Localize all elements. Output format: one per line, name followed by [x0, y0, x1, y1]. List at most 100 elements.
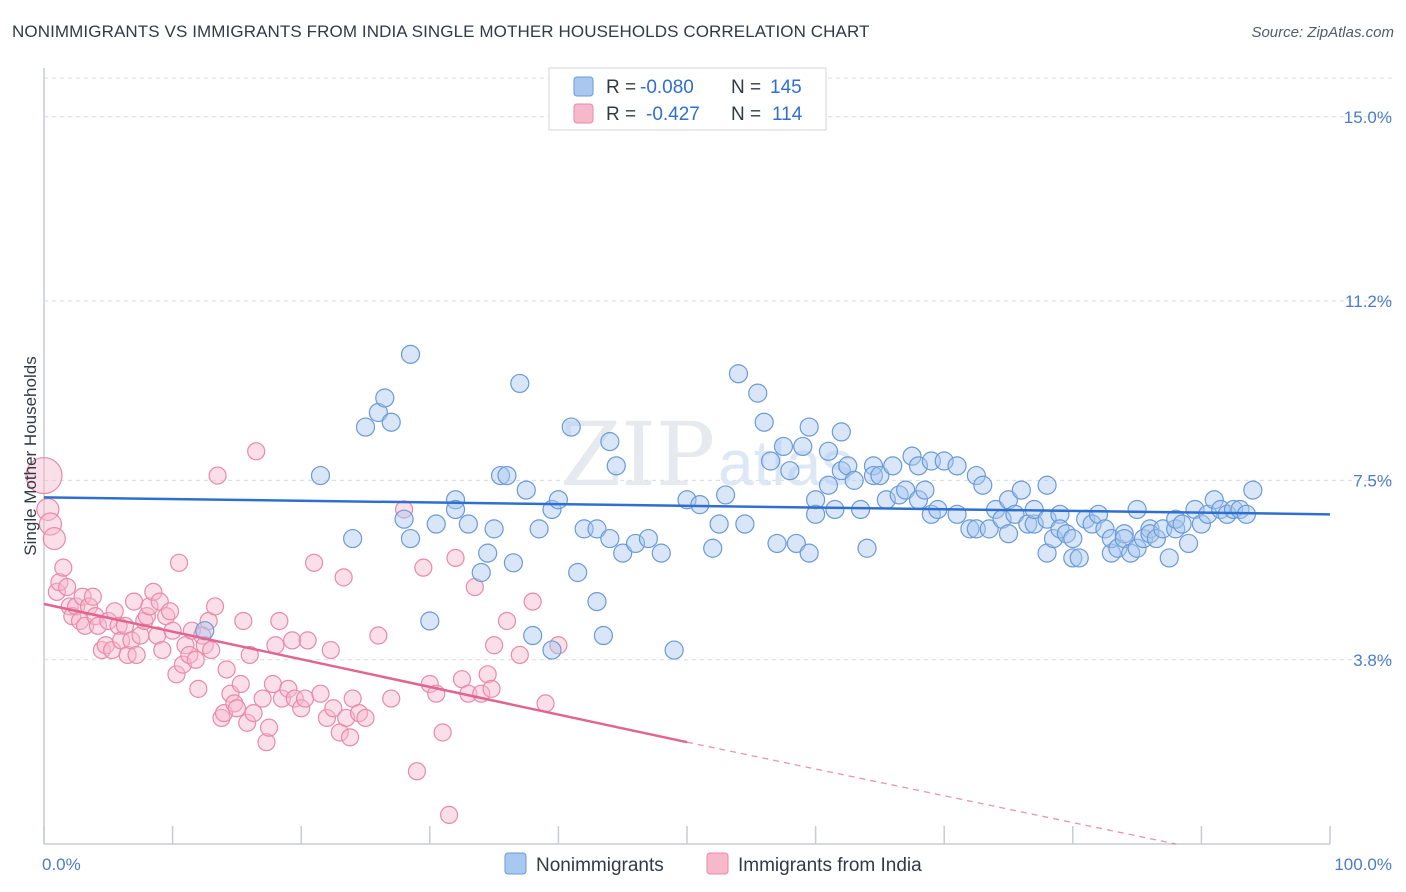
data-point-nonimmigrants: [1063, 548, 1083, 568]
data-point-immigrants-india: [485, 636, 504, 655]
data-point-immigrants-india: [217, 660, 236, 679]
data-point-immigrants-india: [240, 645, 259, 665]
data-point-immigrants-india: [292, 699, 311, 718]
data-point-nonimmigrants: [400, 528, 421, 549]
data-point-immigrants-india: [202, 640, 221, 660]
data-point-nonimmigrants: [529, 519, 549, 539]
data-point-nonimmigrants: [851, 499, 871, 520]
data-point-nonimmigrants: [445, 499, 466, 520]
data-point-immigrants-india: [382, 689, 401, 708]
data-point-nonimmigrants: [760, 451, 781, 471]
data-point-nonimmigrants: [902, 446, 922, 466]
data-point-immigrants-india: [169, 553, 189, 572]
chart-title: NONIMMIGRANTS VS IMMIGRANTS FROM INDIA S…: [12, 22, 870, 41]
data-point-nonimmigrants: [735, 514, 755, 534]
data-point-immigrants-india: [311, 684, 330, 703]
data-point-immigrants-india: [234, 611, 253, 631]
data-point-immigrants-india: [414, 558, 433, 577]
data-point-immigrants-india: [446, 548, 465, 568]
data-point-immigrants-india: [295, 689, 315, 708]
data-point-nonimmigrants: [863, 456, 884, 476]
data-point-nonimmigrants: [600, 528, 620, 549]
data-point-immigrants-india: [189, 679, 208, 698]
data-point-nonimmigrants: [343, 528, 363, 549]
data-point-nonimmigrants: [728, 364, 749, 384]
legend-r-label: R =: [606, 77, 636, 98]
data-point-immigrants-india: [208, 466, 227, 485]
data-point-nonimmigrants: [896, 480, 916, 500]
data-point-nonimmigrants: [606, 456, 626, 476]
data-point-nonimmigrants: [375, 388, 395, 408]
data-point-immigrants-india: [238, 713, 257, 732]
series-nonimmigrants: [195, 344, 1263, 660]
data-point-nonimmigrants: [709, 514, 729, 534]
data-point-nonimmigrants: [825, 499, 845, 520]
data-point-nonimmigrants: [973, 475, 993, 495]
bottom-legend-immigrants-india: Immigrants from India: [738, 855, 922, 876]
axes: [43, 68, 1331, 845]
y-tick-label: 7.5%: [1353, 471, 1392, 490]
data-point-nonimmigrants: [805, 504, 826, 524]
data-point-nonimmigrants: [1063, 528, 1083, 549]
data-point-immigrants-india: [407, 762, 427, 781]
data-point-nonimmigrants: [426, 514, 446, 534]
data-point-nonimmigrants: [471, 562, 491, 583]
bottom-legend-swatch-blue: [504, 852, 527, 875]
data-point-nonimmigrants: [799, 417, 819, 437]
data-point-nonimmigrants: [1191, 514, 1212, 534]
data-point-nonimmigrants: [587, 519, 607, 539]
data-point-immigrants-india: [298, 631, 317, 650]
legend-n-label: N =: [731, 77, 761, 98]
data-point-immigrants-india: [523, 592, 542, 611]
x-tick-label: 100.0%: [1334, 855, 1392, 874]
trend-lines: [43, 496, 1331, 845]
data-point-nonimmigrants: [593, 625, 614, 646]
data-point-immigrants-india: [266, 636, 285, 655]
data-point-nonimmigrants: [947, 504, 967, 524]
y-tick-label: 3.8%: [1353, 651, 1392, 670]
data-point-nonimmigrants: [600, 432, 620, 452]
data-point-immigrants-india: [160, 602, 180, 621]
data-point-immigrants-india: [83, 587, 102, 606]
data-point-immigrants-india: [167, 665, 186, 684]
data-point-nonimmigrants: [966, 465, 986, 486]
data-point-immigrants-india: [247, 442, 266, 461]
legend-n-value: 114: [772, 104, 803, 125]
data-point-immigrants-india: [433, 723, 452, 742]
legend-n-value: 145: [770, 77, 802, 98]
data-point-immigrants-india: [257, 733, 276, 752]
data-point-immigrants-india: [369, 626, 388, 645]
data-point-nonimmigrants: [484, 519, 504, 539]
data-point-nonimmigrants: [844, 470, 864, 490]
data-point-immigrants-india: [482, 679, 501, 698]
y-axis-title: Single Mother Households: [21, 356, 40, 555]
data-point-nonimmigrants: [748, 383, 768, 403]
data-point-nonimmigrants: [857, 538, 877, 558]
data-point-immigrants-india: [153, 640, 172, 660]
data-point-immigrants-india: [54, 558, 73, 577]
data-point-nonimmigrants: [863, 465, 884, 486]
data-point-nonimmigrants: [613, 543, 633, 563]
data-point-immigrants-india: [244, 704, 263, 723]
data-point-nonimmigrants: [1172, 514, 1192, 534]
data-point-nonimmigrants: [1095, 519, 1115, 539]
data-point-nonimmigrants: [516, 480, 536, 500]
data-point-immigrants-india: [186, 650, 205, 669]
data-point-nonimmigrants: [458, 514, 478, 534]
data-point-immigrants-india: [283, 631, 302, 650]
data-point-nonimmigrants: [1204, 490, 1224, 510]
legend-n-label: N =: [731, 104, 761, 125]
data-point-immigrants-india: [259, 718, 279, 737]
bottom-legend-nonimmigrants: Nonimmigrants: [536, 855, 664, 876]
trend-line-immigrants-india-extension: [686, 741, 1176, 845]
data-point-nonimmigrants: [799, 543, 819, 563]
data-point-nonimmigrants: [355, 417, 376, 437]
data-point-nonimmigrants: [625, 533, 646, 554]
data-point-nonimmigrants: [979, 519, 999, 539]
data-point-nonimmigrants: [1159, 548, 1179, 568]
data-point-immigrants-india: [497, 611, 517, 631]
data-point-immigrants-india: [317, 708, 337, 728]
data-point-nonimmigrants: [503, 553, 523, 573]
series-immigrants-from-india: [25, 442, 568, 825]
data-point-immigrants-india: [225, 694, 244, 713]
